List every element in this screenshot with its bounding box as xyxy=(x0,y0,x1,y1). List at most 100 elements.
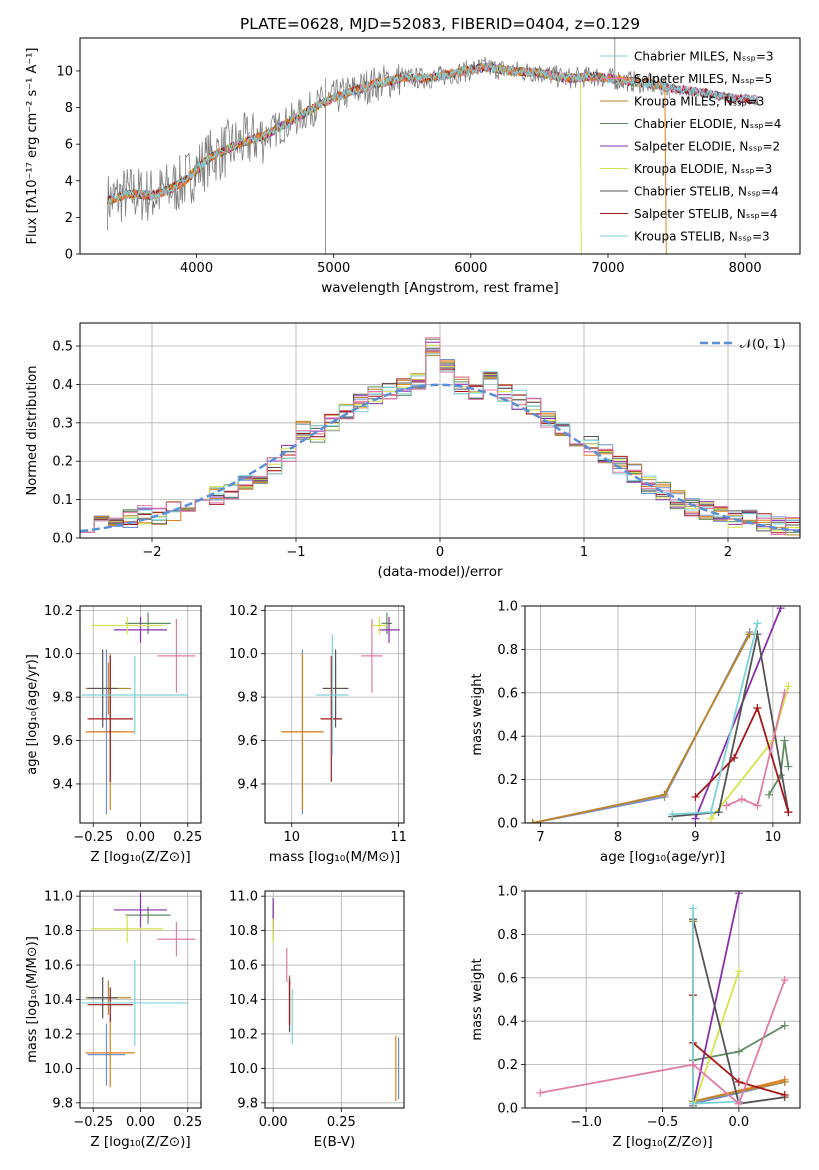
weight-marker xyxy=(689,904,698,913)
errorbar-point xyxy=(361,619,383,693)
x-tick-label: 7 xyxy=(536,830,544,845)
y-tick-label: 10.2 xyxy=(44,604,73,619)
x-tick-label: 11 xyxy=(390,830,407,845)
y-tick-label: 9.6 xyxy=(52,734,73,749)
x-tick-label: 8000 xyxy=(729,261,762,276)
legend-label: Chabrier MILES, Nₛₛₚ=3 xyxy=(634,50,774,64)
x-tick-label: 0.25 xyxy=(173,1115,202,1130)
weight-series-line xyxy=(768,740,790,796)
legend-label: Salpeter ELODIE, Nₛₛₚ=2 xyxy=(634,140,780,154)
weight-marker xyxy=(714,808,723,817)
y-tick-label: 9.8 xyxy=(237,1096,258,1111)
errorbar-point xyxy=(91,616,164,635)
panel-mass-age: 10 11 9.4 9.6 9.8 10.0 10.2 mass [log₁₀(M/M⊙)] xyxy=(229,604,407,865)
weight-series-line xyxy=(694,705,790,813)
y-tick-label: 10.8 xyxy=(44,924,73,939)
errorbar-point xyxy=(125,906,171,924)
y-tick-label: 1.0 xyxy=(497,885,518,900)
y-tick-label: 0.0 xyxy=(52,532,73,547)
weight-marker xyxy=(689,1099,698,1108)
weight-marker xyxy=(784,762,793,771)
y-tick-label: 10.6 xyxy=(44,959,73,974)
plot-area xyxy=(281,612,400,815)
weight-marker xyxy=(776,606,785,613)
errorbar-point xyxy=(114,616,167,643)
y-tick-label: 9.8 xyxy=(52,691,73,706)
y-tick-label: 10 xyxy=(56,64,73,79)
weight-series-line xyxy=(532,631,751,823)
axes-frame xyxy=(79,322,801,539)
y-tick-label: 11.0 xyxy=(44,890,73,905)
x-axis-label: wavelength [Angstrom, rest frame] xyxy=(321,280,559,296)
panel-z-age: −0.25 0.00 0.25 9.4 9.6 9.8 10.0 10.2 Z [log₁₀(Z… xyxy=(25,604,202,865)
x-tick-label: −0.25 xyxy=(73,1115,113,1130)
weight-marker xyxy=(737,795,746,804)
x-tick-label: 0.00 xyxy=(126,830,155,845)
legend-label: Chabrier STELIB, Nₛₛₚ=4 xyxy=(634,185,779,199)
y-tick-label: 0.4 xyxy=(497,730,518,745)
errorbar-point xyxy=(157,619,196,693)
weight-marker xyxy=(784,808,793,817)
x-axis-label: Z [log₁₀(Z/Z⊙)] xyxy=(612,1134,712,1150)
x-tick-label: −0.5 xyxy=(647,1115,679,1130)
legend-label: 𝒩(0, 1) xyxy=(740,336,786,351)
x-tick-label: 0.25 xyxy=(327,1115,356,1130)
weight-marker xyxy=(734,1099,743,1108)
x-tick-label: −1 xyxy=(286,545,305,560)
y-axis-label: Normed distribution xyxy=(25,366,40,496)
x-tick-label: 0.0 xyxy=(729,1115,750,1130)
errorbar-point xyxy=(87,977,118,1019)
y-tick-label: 0.5 xyxy=(52,340,73,355)
model-spectrum-line xyxy=(106,62,667,254)
axes-frame xyxy=(264,605,405,824)
weight-marker xyxy=(689,1060,698,1069)
weight-marker xyxy=(780,1021,789,1030)
errorbar-point xyxy=(320,655,342,782)
y-tick-label: 0.6 xyxy=(497,971,518,986)
x-axis-label: age [log₁₀(age/yr)] xyxy=(600,849,725,865)
y-tick-label: 0.1 xyxy=(52,493,73,508)
plot-area xyxy=(81,612,196,815)
y-tick-label: 0 xyxy=(65,248,73,263)
x-tick-label: 6000 xyxy=(454,261,487,276)
errorbar-point xyxy=(87,655,133,782)
legend-label: Salpeter STELIB, Nₛₛₚ=4 xyxy=(634,207,778,221)
weight-marker xyxy=(753,801,762,810)
y-tick-label: 9.4 xyxy=(52,777,73,792)
y-tick-label: 0.4 xyxy=(52,378,73,393)
errorbar-point xyxy=(378,616,400,643)
y-tick-label: 0.8 xyxy=(497,643,518,658)
weight-series-line xyxy=(532,633,751,823)
weight-marker xyxy=(734,891,743,898)
errorbar-point xyxy=(87,987,133,1022)
y-axis-label: age [log₁₀(age/yr)] xyxy=(25,654,40,775)
errorbar-point xyxy=(91,915,164,943)
y-tick-label: 9.8 xyxy=(237,691,258,706)
y-tick-label: 6 xyxy=(65,138,73,153)
x-axis-label: (data-model)/error xyxy=(377,564,503,580)
weight-series-line xyxy=(692,971,740,1108)
y-tick-label: 0.4 xyxy=(497,1015,518,1030)
axes-frame xyxy=(524,890,801,1109)
y-tick-label: 0.2 xyxy=(52,455,73,470)
weight-marker xyxy=(734,1077,743,1086)
weight-series-line xyxy=(726,692,786,807)
axes-frame xyxy=(524,605,801,824)
x-tick-label: 7000 xyxy=(591,261,624,276)
y-tick-label: 1.0 xyxy=(497,600,518,615)
weight-marker xyxy=(691,814,700,823)
weight-marker xyxy=(780,1077,789,1086)
errorbar-point xyxy=(125,612,171,635)
plot-area xyxy=(81,892,196,1088)
weight-marker xyxy=(660,790,669,799)
y-tick-label: 10.4 xyxy=(229,993,258,1008)
weight-marker xyxy=(780,1090,789,1099)
weight-marker xyxy=(753,703,762,712)
y-tick-label: 10.0 xyxy=(229,1062,258,1077)
weight-series-line xyxy=(532,633,751,823)
y-tick-label: 10.2 xyxy=(229,604,258,619)
y-axis-label: mass weight xyxy=(470,673,485,755)
y-tick-label: 10.8 xyxy=(229,924,258,939)
weight-marker xyxy=(722,801,731,810)
x-axis-label: E(B-V) xyxy=(314,1134,356,1150)
